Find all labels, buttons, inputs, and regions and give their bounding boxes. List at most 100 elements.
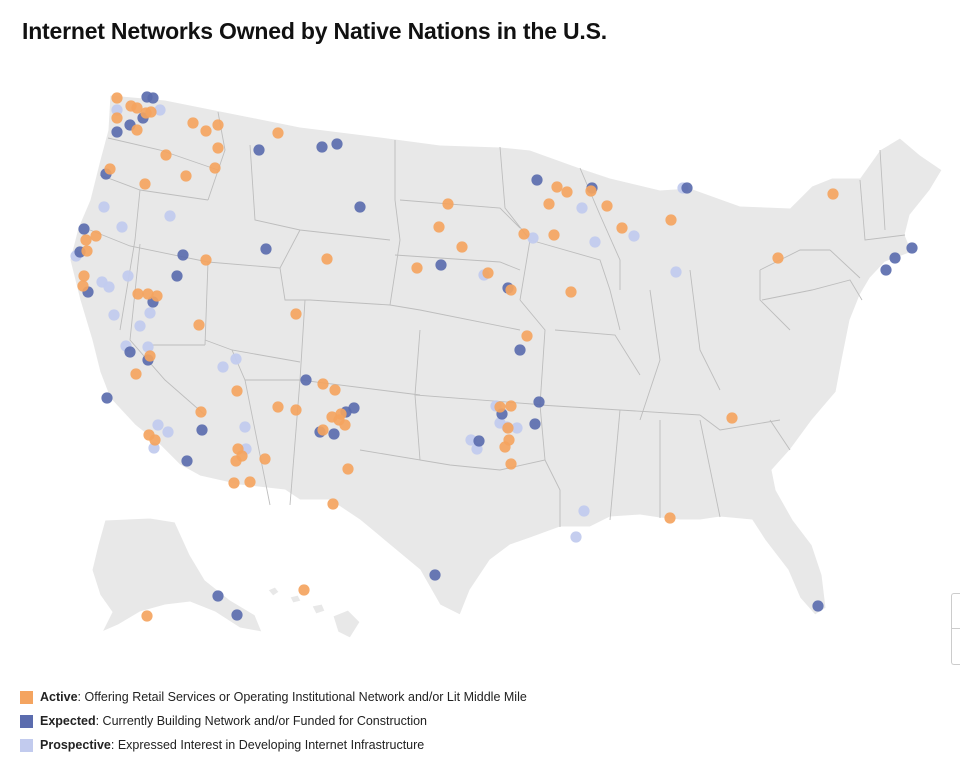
active-network-marker[interactable] [230, 455, 242, 467]
active-network-marker[interactable] [548, 229, 560, 241]
prospective-network-marker[interactable] [162, 426, 174, 438]
active-network-marker[interactable] [505, 400, 517, 412]
active-network-marker[interactable] [228, 477, 240, 489]
expected-network-marker[interactable] [171, 270, 183, 282]
expected-network-marker[interactable] [181, 455, 193, 467]
prospective-network-marker[interactable] [103, 281, 115, 293]
active-network-marker[interactable] [442, 198, 454, 210]
active-network-marker[interactable] [521, 330, 533, 342]
prospective-network-marker[interactable] [527, 232, 539, 244]
active-network-marker[interactable] [111, 112, 123, 124]
active-network-marker[interactable] [200, 254, 212, 266]
prospective-network-marker[interactable] [142, 341, 154, 353]
expected-network-marker[interactable] [331, 138, 343, 150]
active-network-marker[interactable] [180, 170, 192, 182]
expected-network-marker[interactable] [531, 174, 543, 186]
active-network-marker[interactable] [339, 419, 351, 431]
expected-network-marker[interactable] [231, 609, 243, 621]
active-network-marker[interactable] [321, 253, 333, 265]
expected-network-marker[interactable] [78, 223, 90, 235]
expected-network-marker[interactable] [328, 428, 340, 440]
active-network-marker[interactable] [616, 222, 628, 234]
prospective-network-marker[interactable] [116, 221, 128, 233]
active-network-marker[interactable] [149, 434, 161, 446]
active-network-marker[interactable] [139, 178, 151, 190]
prospective-network-marker[interactable] [217, 361, 229, 373]
prospective-network-marker[interactable] [578, 505, 590, 517]
active-network-marker[interactable] [104, 163, 116, 175]
expected-network-marker[interactable] [124, 346, 136, 358]
active-network-marker[interactable] [551, 181, 563, 193]
active-network-marker[interactable] [131, 102, 143, 114]
active-network-marker[interactable] [585, 185, 597, 197]
active-network-marker[interactable] [144, 350, 156, 362]
expected-network-marker[interactable] [212, 590, 224, 602]
expected-network-marker[interactable] [300, 374, 312, 386]
expected-network-marker[interactable] [529, 418, 541, 430]
active-network-marker[interactable] [335, 408, 347, 420]
expected-network-marker[interactable] [147, 92, 159, 104]
expected-network-marker[interactable] [316, 141, 328, 153]
active-network-marker[interactable] [77, 280, 89, 292]
active-network-marker[interactable] [411, 262, 423, 274]
expected-network-marker[interactable] [880, 264, 892, 276]
active-network-marker[interactable] [151, 290, 163, 302]
active-network-marker[interactable] [130, 368, 142, 380]
expected-network-marker[interactable] [473, 435, 485, 447]
expected-network-marker[interactable] [514, 344, 526, 356]
active-network-marker[interactable] [502, 422, 514, 434]
active-network-marker[interactable] [187, 117, 199, 129]
expected-network-marker[interactable] [260, 243, 272, 255]
active-network-marker[interactable] [80, 234, 92, 246]
active-network-marker[interactable] [132, 288, 144, 300]
expected-network-marker[interactable] [435, 259, 447, 271]
active-network-marker[interactable] [543, 198, 555, 210]
active-network-marker[interactable] [482, 267, 494, 279]
prospective-network-marker[interactable] [230, 353, 242, 365]
active-network-marker[interactable] [317, 378, 329, 390]
active-network-marker[interactable] [456, 241, 468, 253]
expected-network-marker[interactable] [253, 144, 265, 156]
active-network-marker[interactable] [290, 404, 302, 416]
active-network-marker[interactable] [494, 401, 506, 413]
active-network-marker[interactable] [81, 245, 93, 257]
active-network-marker[interactable] [193, 319, 205, 331]
active-network-marker[interactable] [160, 149, 172, 161]
prospective-network-marker[interactable] [239, 421, 251, 433]
expected-network-marker[interactable] [533, 396, 545, 408]
active-network-marker[interactable] [131, 124, 143, 136]
active-network-marker[interactable] [272, 401, 284, 413]
prospective-network-marker[interactable] [122, 270, 134, 282]
prospective-network-marker[interactable] [144, 307, 156, 319]
expected-network-marker[interactable] [889, 252, 901, 264]
prospective-network-marker[interactable] [164, 210, 176, 222]
active-network-marker[interactable] [259, 453, 271, 465]
active-network-marker[interactable] [505, 458, 517, 470]
active-network-marker[interactable] [433, 221, 445, 233]
prospective-network-marker[interactable] [134, 320, 146, 332]
prospective-network-marker[interactable] [152, 419, 164, 431]
active-network-marker[interactable] [317, 424, 329, 436]
active-network-marker[interactable] [195, 406, 207, 418]
expected-network-marker[interactable] [196, 424, 208, 436]
active-network-marker[interactable] [200, 125, 212, 137]
active-network-marker[interactable] [90, 230, 102, 242]
expected-network-marker[interactable] [354, 201, 366, 213]
zoom-control[interactable] [951, 593, 960, 665]
prospective-network-marker[interactable] [154, 104, 166, 116]
active-network-marker[interactable] [601, 200, 613, 212]
active-network-marker[interactable] [212, 119, 224, 131]
prospective-network-marker[interactable] [670, 266, 682, 278]
active-network-marker[interactable] [342, 463, 354, 475]
prospective-network-marker[interactable] [589, 236, 601, 248]
active-network-marker[interactable] [111, 92, 123, 104]
active-network-marker[interactable] [212, 142, 224, 154]
active-network-marker[interactable] [290, 308, 302, 320]
network-markers[interactable] [70, 91, 918, 622]
active-network-marker[interactable] [726, 412, 738, 424]
active-network-marker[interactable] [561, 186, 573, 198]
prospective-network-marker[interactable] [111, 104, 123, 116]
prospective-network-marker[interactable] [511, 422, 523, 434]
expected-network-marker[interactable] [348, 402, 360, 414]
expected-network-marker[interactable] [111, 126, 123, 138]
